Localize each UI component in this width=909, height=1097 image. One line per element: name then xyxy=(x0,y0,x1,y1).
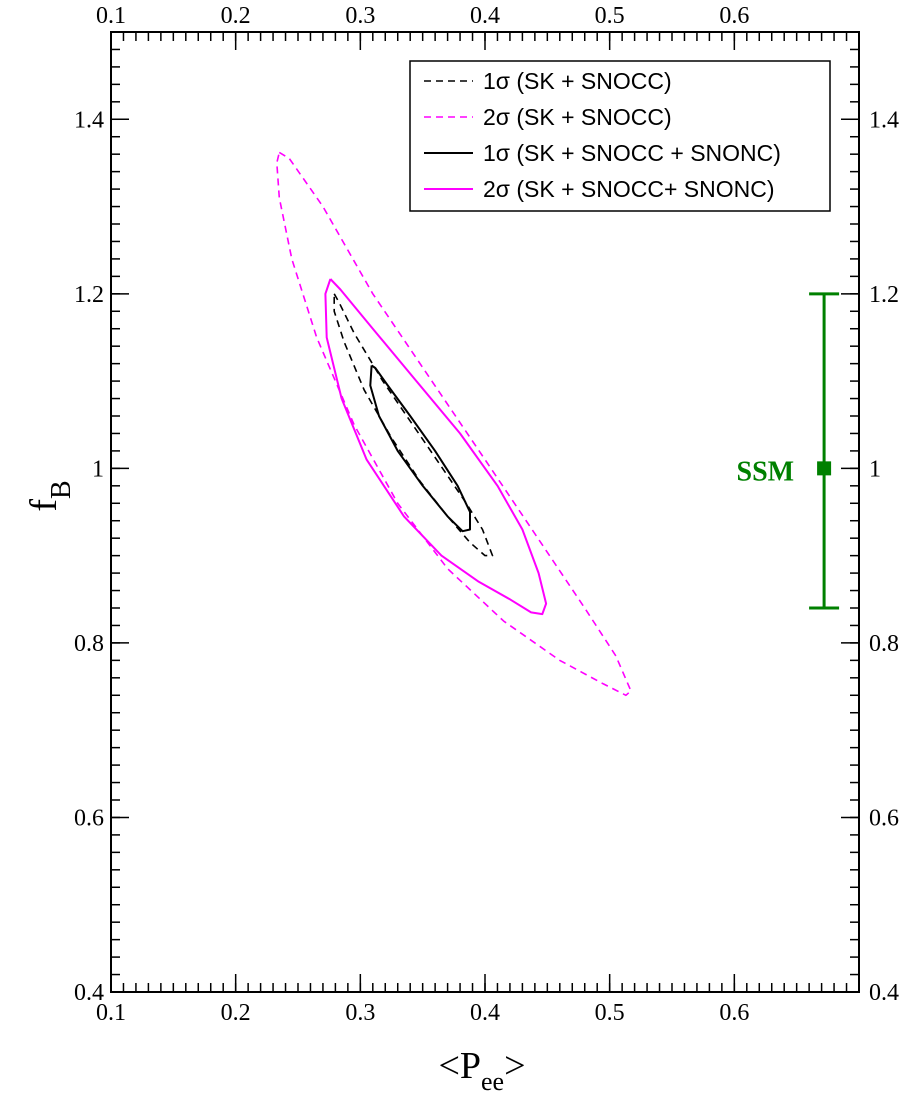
ssm-label: SSM xyxy=(737,456,795,487)
y-tick-label-right: 0.4 xyxy=(869,980,899,1006)
contour-series-3 xyxy=(369,364,471,533)
x-tick-label-top: 0.5 xyxy=(595,3,625,29)
y-tick-label-left: 1.2 xyxy=(74,282,104,308)
y-tick-label-left: 0.4 xyxy=(74,980,104,1006)
x-tick-label-top: 0.2 xyxy=(221,3,251,29)
ssm-annotation: SSM xyxy=(737,292,840,610)
tick-labels: 0.1 0.1 0.2 0.2 0.3 0.3 0.4 0.4 0.5 0.5 0.6 0.6 0.4 0… xyxy=(74,3,899,1026)
legend-label-1: 1σ (SK + SNOCC) xyxy=(483,68,672,94)
x-tick-label-top: 0.3 xyxy=(345,3,375,29)
x-tick-label-bottom: 0.1 xyxy=(96,1000,126,1026)
x-tick-label-top: 0.1 xyxy=(96,3,126,29)
legend-label-4: 2σ (SK + SNOCC+ SNONC) xyxy=(483,176,775,202)
legend-label-2: 2σ (SK + SNOCC) xyxy=(483,104,672,130)
legend-label-3: 1σ (SK + SNOCC + SNONC) xyxy=(483,140,781,166)
legend-entries: 1σ (SK + SNOCC) 2σ (SK + SNOCC) 1σ (SK + S… xyxy=(424,68,781,202)
legend-box xyxy=(409,60,831,212)
y-tick-label-right: 1 xyxy=(869,456,881,482)
y-tick-label-right: 1.4 xyxy=(869,107,899,133)
series-layer xyxy=(275,151,632,697)
legend: 1σ (SK + SNOCC) 2σ (SK + SNOCC) 1σ (SK + S… xyxy=(409,60,831,212)
x-tick-label-bottom: 0.3 xyxy=(345,1000,375,1026)
x-axis-label: <Pee> xyxy=(438,1045,525,1096)
x-tick-label-top: 0.6 xyxy=(719,3,749,29)
plot-frame xyxy=(110,31,860,993)
contour-series-2 xyxy=(275,151,632,697)
y-tick-label-left: 1 xyxy=(92,456,104,482)
y-tick-label-left: 0.6 xyxy=(74,805,104,831)
ssm-point-marker xyxy=(817,461,832,476)
contour-series-4 xyxy=(324,278,548,616)
y-tick-label-left: 1.4 xyxy=(74,107,104,133)
x-tick-label-top: 0.4 xyxy=(470,3,500,29)
x-tick-label-bottom: 0.2 xyxy=(221,1000,251,1026)
x-tick-label-bottom: 0.6 xyxy=(719,1000,749,1026)
contour-series-1 xyxy=(333,293,494,557)
x-tick-label-bottom: 0.5 xyxy=(595,1000,625,1026)
x-tick-label-bottom: 0.4 xyxy=(470,1000,500,1026)
y-tick-label-right: 0.6 xyxy=(869,805,899,831)
y-axis-label: fB xyxy=(23,480,77,511)
y-tick-label-right: 0.8 xyxy=(869,631,899,657)
y-tick-label-right: 1.2 xyxy=(869,282,899,308)
y-tick-label-left: 0.8 xyxy=(74,631,104,657)
